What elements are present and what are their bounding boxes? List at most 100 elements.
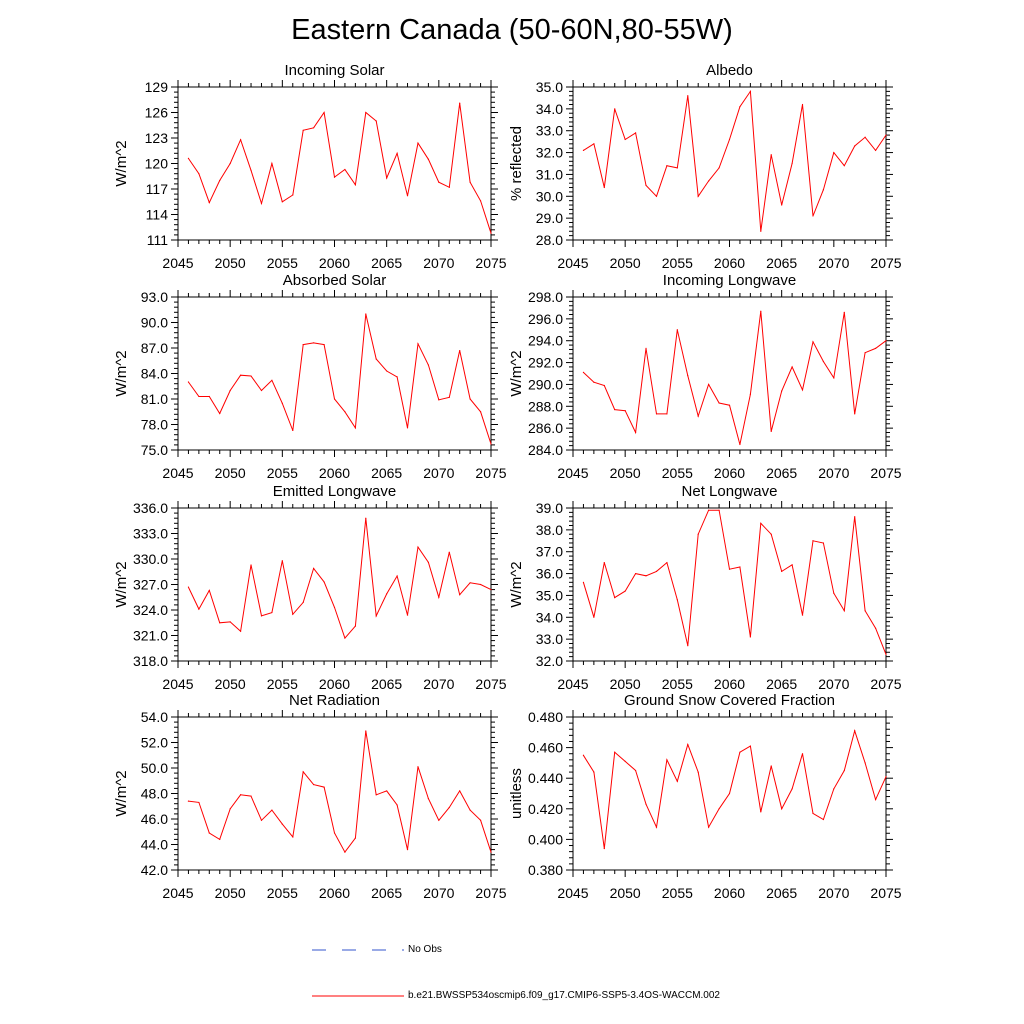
net-longwave-ylabel: W/m^2	[508, 561, 525, 607]
albedo-data-point	[854, 145, 856, 147]
net-longwave-data-point	[635, 572, 637, 575]
ground-snow-covered-fraction-ytick-label: 0.420	[528, 801, 563, 817]
absorbed-solar-data-point	[323, 344, 325, 346]
ground-snow-covered-fraction-data-point	[885, 776, 887, 778]
albedo-ytick-label: 28.0	[536, 232, 563, 248]
albedo-data-point	[812, 215, 814, 217]
net-radiation-xtick-label: 2045	[162, 885, 193, 901]
emitted-longwave-data-point	[198, 608, 200, 610]
chart-panel-absorbed-solar: 75.0 78.0 81.0 84.0 87.0 90.0 93.0 2045 2050 2055…	[113, 272, 507, 481]
absorbed-solar-data-point	[229, 389, 231, 392]
albedo-data-point	[760, 230, 762, 232]
net-longwave-data-point	[770, 533, 772, 535]
incoming-longwave-data-point	[687, 375, 689, 377]
albedo-data-point	[708, 180, 710, 182]
net-radiation-data-point	[292, 836, 294, 838]
emitted-longwave-xtick-label: 2060	[319, 676, 350, 692]
incoming-longwave-ytick-label: 296.0	[528, 311, 563, 327]
incoming-longwave-data-point	[833, 377, 835, 379]
net-radiation-ytick-label: 52.0	[141, 735, 168, 751]
incoming-solar-ytick-label: 111	[147, 232, 168, 248]
incoming-solar-data-point	[406, 195, 409, 197]
albedo-ylabel: % reflected	[508, 126, 525, 201]
incoming-longwave-data-point	[801, 389, 804, 391]
ground-snow-covered-fraction-data-point	[843, 769, 845, 772]
incoming-longwave-xtick-label: 2075	[870, 465, 901, 481]
ground-snow-covered-fraction-ytick-label: 0.480	[528, 709, 563, 725]
ground-snow-covered-fraction-ytick-label: 0.460	[528, 740, 563, 756]
incoming-solar-xtick-label: 2075	[475, 255, 506, 271]
incoming-solar-data-point	[187, 157, 190, 159]
albedo-xtick-label: 2070	[818, 255, 849, 271]
incoming-solar-data-point	[427, 158, 429, 160]
albedo-data-point	[874, 149, 877, 151]
absorbed-solar-data-point	[459, 349, 461, 352]
emitted-longwave-ytick-label: 321.0	[133, 628, 168, 644]
incoming-longwave-data-point	[749, 393, 751, 395]
incoming-longwave-data-point	[728, 404, 731, 406]
net-radiation-ytick-label: 44.0	[141, 837, 168, 853]
incoming-longwave-xtick-label: 2070	[818, 465, 849, 481]
albedo-data-point	[635, 132, 637, 134]
incoming-longwave-data-point	[874, 347, 877, 349]
ground-snow-covered-fraction-ytick-label: 0.400	[528, 831, 563, 847]
incoming-longwave-data-point	[854, 413, 856, 415]
incoming-solar-data-point	[344, 168, 346, 171]
chart-panel-emitted-longwave: 318.0 321.0 324.0 327.0 330.0 333.0 336.0 2045 2…	[113, 483, 507, 692]
emitted-longwave-ytick-label: 330.0	[133, 551, 168, 567]
emitted-longwave-data-point	[333, 606, 336, 609]
emitted-longwave-data-point	[479, 583, 482, 586]
emitted-longwave-data-point	[469, 582, 471, 584]
albedo-data-point	[749, 90, 751, 92]
albedo-title: Albedo	[706, 62, 753, 79]
incoming-longwave-xtick-label: 2050	[610, 465, 641, 481]
net-longwave-data-point	[655, 570, 658, 572]
net-longwave-data-point	[708, 509, 710, 511]
albedo-xtick-label: 2050	[610, 255, 641, 271]
net-longwave-data-point	[874, 627, 877, 629]
albedo-data-point	[624, 138, 626, 141]
absorbed-solar-data-point	[490, 443, 492, 445]
albedo-data-point	[582, 149, 585, 151]
ground-snow-covered-fraction-data-point	[728, 792, 731, 795]
ground-snow-covered-fraction-xtick-label: 2050	[610, 885, 641, 901]
albedo-ytick-label: 35.0	[536, 79, 563, 95]
emitted-longwave-data-point	[292, 613, 294, 615]
incoming-longwave-data-point	[614, 408, 616, 411]
legend-model-label: b.e21.BWSSP534oscmip6.f09_g17.CMIP6-SSP5…	[408, 990, 720, 1001]
incoming-solar-title: Incoming Solar	[284, 62, 384, 79]
albedo-data-point	[697, 195, 699, 197]
incoming-longwave-data-point	[760, 310, 762, 312]
net-longwave-xtick-label: 2045	[557, 676, 588, 692]
albedo-data-point	[666, 165, 668, 167]
net-longwave-ytick-label: 35.0	[536, 587, 563, 603]
ground-snow-covered-fraction-ylabel: unitless	[508, 768, 525, 819]
absorbed-solar-xtick-label: 2055	[267, 465, 298, 481]
incoming-longwave-xtick-label: 2055	[662, 465, 693, 481]
net-radiation-data-point	[479, 819, 482, 821]
albedo-ytick-label: 34.0	[536, 101, 563, 117]
net-radiation-series-line	[188, 730, 492, 854]
emitted-longwave-data-point	[281, 560, 283, 562]
net-radiation-data-point	[240, 794, 242, 796]
albedo-data-point	[614, 108, 616, 110]
incoming-solar-xtick-label: 2070	[423, 255, 454, 271]
emitted-longwave-data-point	[344, 637, 346, 639]
albedo-xtick-label: 2045	[557, 255, 588, 271]
absorbed-solar-data-point	[250, 375, 252, 377]
net-radiation-data-point	[302, 771, 304, 773]
incoming-solar-data-point	[417, 142, 419, 144]
chart-panel-net-radiation: 42.0 44.0 46.0 48.0 50.0 52.0 54.0 2045 2050 2055…	[113, 692, 507, 901]
incoming-longwave-data-point	[708, 383, 710, 386]
incoming-longwave-ytick-label: 294.0	[528, 333, 563, 349]
absorbed-solar-ytick-label: 93.0	[141, 289, 168, 305]
absorbed-solar-data-point	[354, 427, 356, 429]
incoming-solar-data-point	[281, 201, 283, 203]
net-longwave-xtick-label: 2060	[714, 676, 745, 692]
net-radiation-ylabel: W/m^2	[113, 770, 130, 816]
incoming-longwave-data-point	[593, 381, 595, 383]
ground-snow-covered-fraction-data-point	[822, 818, 825, 821]
albedo-data-point	[781, 204, 783, 206]
incoming-longwave-data-point	[791, 366, 793, 368]
chart-panel-net-longwave: 32.0 33.0 34.0 35.0 36.0 37.0 38.0 39.0 2045 2050…	[508, 483, 902, 692]
